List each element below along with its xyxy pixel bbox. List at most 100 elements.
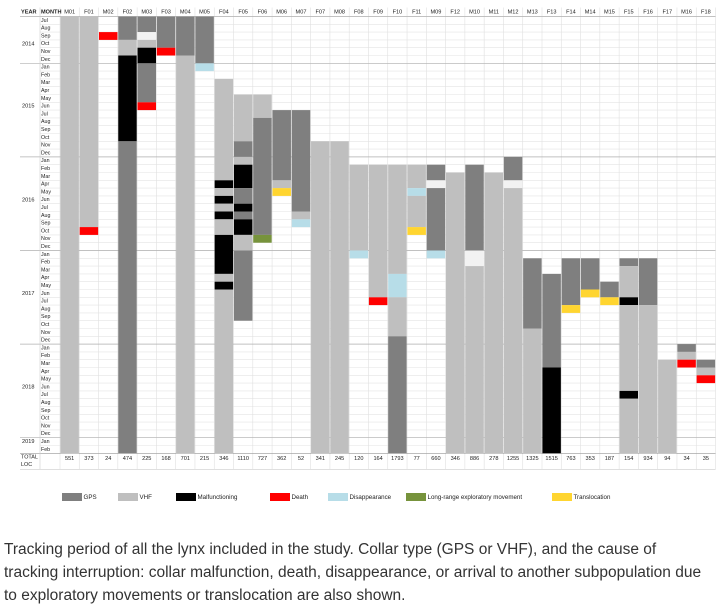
total-value: 1110 [237, 456, 249, 462]
month-label: Feb [41, 72, 50, 78]
segment-vhf [349, 164, 369, 251]
month-label: Jan [41, 158, 50, 164]
segment-vhf [233, 94, 253, 142]
total-value: 164 [373, 456, 382, 462]
segment-vhf [272, 180, 291, 189]
segment-gps [696, 359, 716, 368]
legend-label-disap: Disappearance [350, 494, 392, 501]
month-label: May [41, 189, 51, 195]
segment-vhf [446, 172, 465, 454]
total-value: 154 [624, 456, 633, 462]
segment-malf [214, 195, 234, 204]
year-label: 2018 [22, 384, 34, 390]
segment-vhf [484, 172, 504, 454]
segment-white [503, 180, 523, 189]
total-value: 934 [643, 456, 652, 462]
segment-vhf [214, 188, 234, 196]
legend-label-malf: Malfunctioning [198, 494, 238, 501]
month-label: Oct [41, 135, 50, 141]
legend-swatch-explor [406, 493, 426, 501]
legend-label-explor: Long-range exploratory movement [428, 494, 523, 501]
segment-vhf [137, 39, 156, 48]
segment-gps [677, 344, 696, 352]
segment-vhf [214, 273, 234, 282]
animal-label: F01 [84, 9, 94, 15]
animal-label: F02 [123, 9, 133, 15]
total-value: 168 [161, 456, 170, 462]
month-label: Apr [41, 275, 49, 281]
month-label: Dec [41, 338, 51, 344]
figure-caption: Tracking period of all the lynx included… [4, 540, 702, 604]
month-label: Sep [41, 408, 50, 414]
segment-death [156, 47, 176, 56]
animal-label: F11 [412, 9, 421, 15]
legend-swatch-transl [552, 493, 572, 501]
segment-transl [407, 227, 426, 235]
segment-gps [233, 211, 253, 220]
animal-label: M08 [334, 9, 345, 15]
legend-label-death: Death [292, 494, 309, 501]
segment-gps [195, 16, 214, 64]
total-value: 77 [414, 456, 420, 462]
total-value: 34 [683, 456, 689, 462]
legend-label-vhf: VHF [140, 494, 153, 501]
segment-gps [291, 110, 311, 212]
header-row-bg [20, 7, 716, 17]
segment-vhf [503, 188, 523, 454]
total-value: 215 [200, 456, 209, 462]
segment-vhf [214, 203, 234, 212]
total-value: 1793 [391, 456, 403, 462]
total-value: 346 [451, 456, 460, 462]
segment-death [79, 227, 99, 235]
month-label: Mar [41, 361, 50, 367]
legend-swatch-vhf [118, 493, 138, 501]
year-label: 2016 [22, 197, 34, 203]
month-label: Apr [41, 369, 49, 375]
segment-vhf [677, 351, 696, 360]
segment-malf [214, 234, 234, 274]
segment-vhf [233, 234, 253, 251]
month-label: Jul [41, 111, 48, 117]
segment-malf [233, 203, 253, 212]
legend-swatch-gps [62, 493, 82, 501]
total-value: 1325 [526, 456, 538, 462]
month-label: Dec [41, 244, 51, 250]
legend-label-gps: GPS [84, 494, 97, 501]
animal-label: M10 [469, 9, 480, 15]
segment-vhf [523, 328, 542, 454]
month-label: Nov [41, 330, 51, 336]
animal-label: F15 [624, 9, 634, 15]
month-label: Jul [41, 392, 48, 398]
segment-white [137, 32, 156, 40]
segment-explor [253, 234, 272, 243]
animal-label: M02 [103, 9, 114, 15]
segment-malf [233, 164, 253, 189]
total-value: 341 [316, 456, 325, 462]
month-label: Dec [41, 57, 51, 63]
year-label: 2015 [22, 104, 34, 110]
month-label: Jun [41, 104, 50, 110]
segment-malf [137, 47, 156, 64]
month-label: Aug [41, 306, 50, 312]
total-value: 187 [605, 456, 614, 462]
segment-vhf [60, 16, 79, 454]
segment-gps [619, 258, 638, 267]
animal-label: M14 [585, 9, 596, 15]
month-label: May [41, 377, 51, 383]
segment-vhf [368, 164, 388, 298]
segment-gps [580, 258, 600, 290]
month-label: Sep [41, 314, 50, 320]
animal-label: M11 [489, 9, 499, 15]
month-label: Jan [41, 65, 50, 71]
month-label: Jun [41, 197, 50, 203]
month-label: Jun [41, 384, 50, 390]
animal-label: M16 [681, 9, 692, 15]
animal-label: F14 [566, 9, 576, 15]
total-value: 245 [335, 456, 344, 462]
animal-label: F05 [238, 9, 248, 15]
month-label: Sep [41, 127, 50, 133]
segment-gps [118, 16, 137, 40]
segment-death [137, 102, 156, 111]
animal-label: F13 [547, 9, 557, 15]
total-value: 225 [142, 456, 151, 462]
